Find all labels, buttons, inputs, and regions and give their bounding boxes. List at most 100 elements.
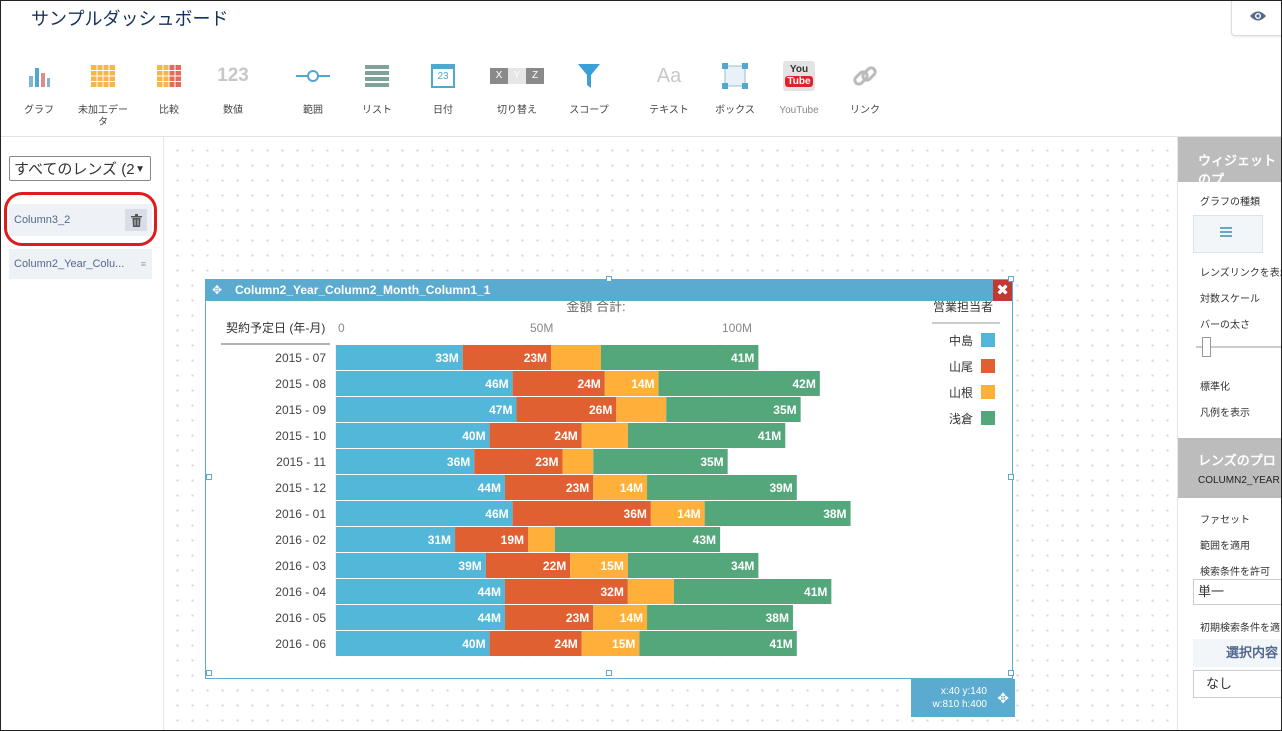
bar-segment xyxy=(600,345,759,370)
resize-handle-bottom-right[interactable] xyxy=(1008,670,1014,676)
data-label: 43M xyxy=(693,533,716,547)
tool-youtube[interactable]: You Tube YouTube xyxy=(769,56,829,117)
bar-segment xyxy=(658,371,820,396)
tool-chart[interactable]: グラフ xyxy=(9,56,69,117)
data-label: 23M xyxy=(524,351,547,365)
data-label: 32M xyxy=(600,585,623,599)
bar-segment xyxy=(336,397,517,422)
bar-segment xyxy=(455,527,528,552)
log-scale-label: 対数スケール xyxy=(1200,294,1260,305)
data-label: 38M xyxy=(823,507,846,521)
data-label: 41M xyxy=(758,429,781,443)
data-label: 46M xyxy=(485,377,508,391)
bar-segment xyxy=(336,501,513,526)
y-axis-label: 契約予定日 (年-月) xyxy=(226,320,325,335)
tool-text[interactable]: Aa テキスト xyxy=(639,56,699,117)
properties-panel: ウィジェットのプ グラフの種類 レンズリンクを表示 対数スケール バーの太さ 標… xyxy=(1177,137,1281,730)
bar-segment xyxy=(489,423,582,448)
bar-segment xyxy=(554,527,720,552)
data-label: 46M xyxy=(485,507,508,521)
dashboard-title: サンプルダッシュボード xyxy=(31,9,229,29)
bar-segment xyxy=(336,449,475,474)
data-label: 44M xyxy=(478,611,501,625)
lens-item-label: Column2_Year_Colu... xyxy=(14,258,125,270)
data-label: 26M xyxy=(589,403,612,417)
tool-number[interactable]: 123 数値 xyxy=(203,56,263,117)
bar-segment xyxy=(647,605,793,630)
bar-segment xyxy=(647,475,797,500)
bar-width-slider[interactable] xyxy=(1196,346,1281,348)
tool-list[interactable]: リスト xyxy=(347,56,407,117)
category-label: 2015 - 11 xyxy=(276,455,326,469)
bar-segment xyxy=(528,527,555,552)
bar-segment xyxy=(562,449,594,474)
delete-lens-button[interactable] xyxy=(125,209,147,231)
lens-item-column3-2[interactable]: Column3_2 xyxy=(9,204,152,236)
bar-segment xyxy=(336,553,486,578)
resize-handle-left[interactable] xyxy=(206,474,212,480)
data-label: 15M xyxy=(600,559,623,573)
selection-value[interactable]: なし xyxy=(1193,670,1281,698)
widget-header[interactable]: ✥ Column2_Year_Column2_Month_Column1_1 xyxy=(206,280,1012,301)
list-icon xyxy=(365,65,389,87)
bar-segment xyxy=(512,501,651,526)
category-label: 2016 - 04 xyxy=(275,585,326,599)
bar-segment xyxy=(336,475,505,500)
bar-segment xyxy=(650,501,705,526)
preview-button[interactable] xyxy=(1231,1,1281,36)
tool-toggle[interactable]: X Y Z 切り替え xyxy=(487,56,547,117)
allow-search-label: 検索条件を許可 xyxy=(1200,567,1270,578)
lens-filter-select[interactable]: すべてのレンズ (2 ▼ xyxy=(9,156,151,181)
data-label: 39M xyxy=(769,481,792,495)
highlight-circle xyxy=(4,192,157,246)
bar-segment xyxy=(593,475,648,500)
resize-handle-bottom[interactable] xyxy=(606,670,612,676)
tool-label: 切り替え xyxy=(497,105,537,116)
widget-name: Column2_Year_Column2_Month_Column1_1 xyxy=(235,283,491,297)
data-label: 35M xyxy=(773,403,796,417)
data-label: 38M xyxy=(766,611,789,625)
tool-scope[interactable]: スコープ xyxy=(559,56,619,117)
resize-handle-right[interactable] xyxy=(1008,474,1014,480)
tool-raw-data[interactable]: 未加工データ xyxy=(73,56,133,129)
bar-segment xyxy=(593,605,648,630)
lens-item-column2-year[interactable]: Column2_Year_Colu... ≡ xyxy=(9,249,152,279)
xyz-toggle-icon: X Y Z xyxy=(490,68,544,84)
bar-width-label: バーの太さ xyxy=(1200,320,1250,331)
apply-range-label: 範囲を適用 xyxy=(1200,541,1250,552)
bar-chart-icon xyxy=(29,68,50,87)
legend-swatch xyxy=(981,385,995,399)
x-tick-label: 50M xyxy=(530,321,553,335)
range-slider-icon xyxy=(296,70,330,82)
bar-segment xyxy=(485,553,571,578)
chart-widget[interactable]: ✥ Column2_Year_Column2_Month_Column1_1 ✖… xyxy=(205,279,1013,679)
category-label: 2016 - 03 xyxy=(275,559,326,573)
bar-segment xyxy=(639,631,797,656)
compare-table-icon xyxy=(157,65,181,87)
resize-handle-top[interactable] xyxy=(606,276,612,282)
bar-width-slider-thumb[interactable] xyxy=(1202,337,1211,357)
tool-date[interactable]: 23 日付 xyxy=(413,56,473,117)
bar-segment xyxy=(581,631,640,656)
resize-handle-top-right[interactable] xyxy=(1008,276,1014,282)
resize-handle-bottom-left[interactable] xyxy=(206,670,212,676)
trash-icon xyxy=(130,213,142,227)
tool-compare[interactable]: 比較 xyxy=(139,56,199,117)
legend-label: 山根 xyxy=(949,386,973,400)
bar-segment xyxy=(666,397,801,422)
tool-range[interactable]: 範囲 xyxy=(283,56,343,117)
data-label: 15M xyxy=(612,637,635,651)
tool-link[interactable]: リンク xyxy=(835,56,895,117)
lens-properties-subtitle: COLUMN2_YEAR xyxy=(1198,475,1280,486)
search-mode-select[interactable]: 単一 xyxy=(1193,579,1281,605)
close-widget-button[interactable]: ✖ xyxy=(993,280,1012,301)
move-icon[interactable]: ✥ xyxy=(212,283,223,297)
widget-toolbar: グラフ 未加工データ 比較 123 数値 範囲 xyxy=(1,56,1281,137)
chart-type-label: グラフの種類 xyxy=(1200,197,1260,208)
link-icon xyxy=(853,66,877,86)
chart-type-button[interactable] xyxy=(1193,215,1263,253)
move-icon[interactable]: ✥ xyxy=(997,690,1009,706)
data-label: 36M xyxy=(447,455,470,469)
tool-box[interactable]: ボックス xyxy=(705,56,765,117)
legend-title: 営業担当者 xyxy=(933,301,993,314)
